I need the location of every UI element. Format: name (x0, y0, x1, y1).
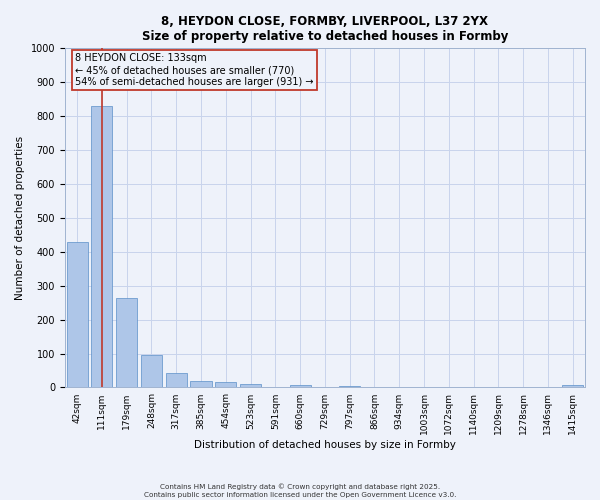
Bar (166, 373, 187, 388)
X-axis label: Distribution of detached houses by size in Formby: Distribution of detached houses by size … (194, 440, 456, 450)
Bar (215, 382, 236, 388)
Text: Contains HM Land Registry data © Crown copyright and database right 2025.
Contai: Contains HM Land Registry data © Crown c… (144, 483, 456, 498)
Text: 8 HEYDON CLOSE: 133sqm
← 45% of detached houses are smaller (770)
54% of semi-de: 8 HEYDON CLOSE: 133sqm ← 45% of detached… (75, 54, 314, 86)
Bar (339, 386, 360, 388)
Bar (240, 384, 261, 388)
Bar (67, 242, 88, 388)
Bar (190, 380, 212, 388)
Bar (562, 385, 583, 388)
Bar (141, 355, 162, 388)
Y-axis label: Number of detached properties: Number of detached properties (15, 136, 25, 300)
Title: 8, HEYDON CLOSE, FORMBY, LIVERPOOL, L37 2YX
Size of property relative to detache: 8, HEYDON CLOSE, FORMBY, LIVERPOOL, L37 … (142, 15, 508, 43)
Bar (91, 106, 112, 388)
Bar (290, 384, 311, 388)
Bar (116, 298, 137, 388)
